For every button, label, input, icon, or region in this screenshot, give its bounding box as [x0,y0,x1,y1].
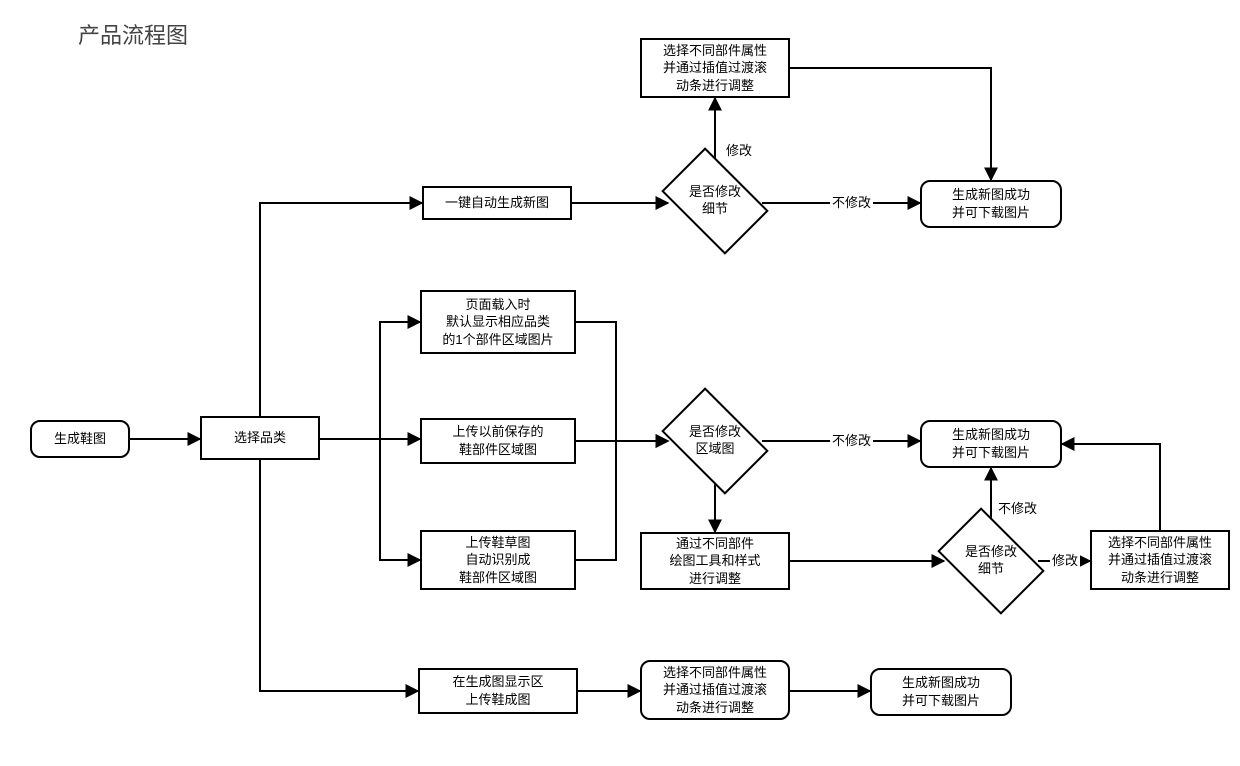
edges-layer [0,0,1240,766]
decision-modify-detail-1: 是否修改细节 [670,170,760,232]
edge-label-nomodify-2: 不修改 [830,430,873,449]
node-default-display: 页面载入时默认显示相应品类的1个部件区域图片 [420,290,576,354]
flowchart-canvas: 产品流程图 生成鞋图 选择品类 一键自动生成新图 是否修改细节 选择不同部件属性… [0,0,1240,766]
node-adjust-attrs-3: 选择不同部件属性并通过插值过渡滚动条进行调整 [1090,530,1230,590]
node-autogen: 一键自动生成新图 [422,186,572,220]
decision-modify-detail-2: 是否修改细节 [946,530,1036,592]
edge-label-nomodify-1: 不修改 [830,192,873,211]
node-select-category: 选择品类 [200,416,320,460]
edge-label-modify-1: 修改 [724,140,754,159]
node-tool-adjust: 通过不同部件绘图工具和样式进行调整 [640,532,790,590]
decision-modify-region: 是否修改区域图 [670,410,760,472]
node-success-2: 生成新图成功并可下载图片 [920,420,1062,468]
node-upload-auto: 上传鞋草图自动识别成鞋部件区域图 [420,530,576,590]
node-success-3: 生成新图成功并可下载图片 [870,668,1012,716]
diagram-title: 产品流程图 [78,18,188,50]
node-adjust-attrs-1: 选择不同部件属性并通过插值过渡滚动条进行调整 [640,38,790,98]
node-upload-final: 在生成图显示区上传鞋成图 [418,668,578,714]
node-adjust-attrs-4: 选择不同部件属性并通过插值过渡滚动条进行调整 [640,660,790,720]
node-upload-prev: 上传以前保存的鞋部件区域图 [420,418,576,464]
node-success-1: 生成新图成功并可下载图片 [920,180,1062,228]
node-start: 生成鞋图 [30,420,130,458]
edge-label-modify-3: 修改 [1050,550,1080,569]
edge-label-nomodify-3: 不修改 [996,498,1039,517]
